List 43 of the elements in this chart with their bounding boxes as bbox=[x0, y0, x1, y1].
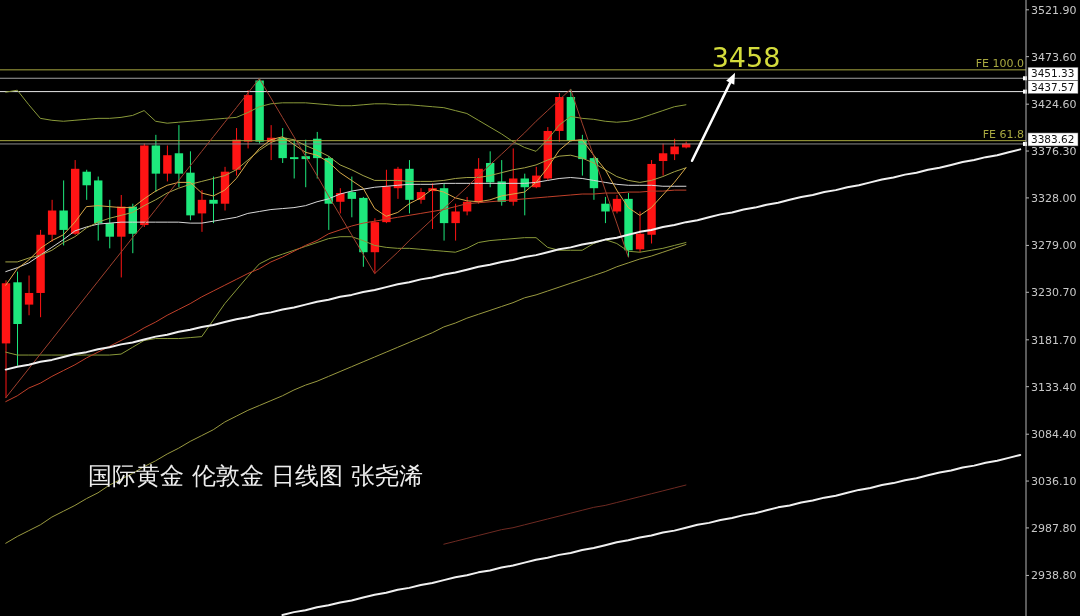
line-series bbox=[5, 236, 687, 356]
candlestick bbox=[24, 275, 34, 316]
y-tick-label: 2987.80 bbox=[1031, 521, 1077, 535]
y-tick-label: 3473.60 bbox=[1031, 50, 1077, 64]
candlestick bbox=[174, 124, 184, 188]
candlestick bbox=[658, 143, 668, 177]
y-tick-label: 3036.10 bbox=[1031, 474, 1077, 488]
candlestick bbox=[197, 189, 207, 233]
ref-line-label: 3437.57 bbox=[1031, 80, 1075, 93]
candlestick bbox=[209, 176, 218, 224]
candlestick bbox=[105, 199, 114, 249]
candlestick bbox=[290, 139, 299, 179]
y-tick-label: 3230.70 bbox=[1031, 286, 1077, 300]
y-tick-label: 3084.40 bbox=[1031, 428, 1077, 442]
candlestick bbox=[670, 138, 679, 161]
candlestick bbox=[163, 145, 172, 182]
line-series bbox=[5, 89, 687, 152]
candlestick bbox=[612, 194, 622, 214]
line-series bbox=[4, 148, 1022, 371]
candlestick bbox=[601, 196, 610, 224]
candlestick bbox=[451, 203, 460, 242]
text: 国际黄金 伦敦金 日线图 张尧浠 bbox=[88, 461, 423, 492]
y-tick-label: 3328.00 bbox=[1031, 191, 1077, 205]
y-tick-label: 3376.30 bbox=[1031, 144, 1077, 158]
candlestick bbox=[347, 176, 357, 218]
y-tick-label: 3279.00 bbox=[1031, 239, 1077, 253]
y-tick-label: 2938.80 bbox=[1031, 569, 1077, 583]
line-series bbox=[443, 484, 687, 545]
annotation: 3458 bbox=[711, 41, 781, 73]
y-tick-label: 3424.60 bbox=[1031, 98, 1077, 112]
ref-line-label: FE 61.8 bbox=[982, 127, 1024, 141]
ref-line-label: 3383.62 bbox=[1031, 132, 1075, 145]
line-series bbox=[5, 136, 687, 286]
candlestick bbox=[82, 169, 91, 201]
candlestick bbox=[59, 179, 68, 246]
y-tick-label: 3133.40 bbox=[1031, 380, 1077, 394]
candlestick bbox=[635, 210, 645, 253]
line-series bbox=[5, 243, 687, 544]
ref-line-label: FE 100.0 bbox=[975, 56, 1024, 70]
ref-line-label: 3451.33 bbox=[1031, 67, 1075, 80]
y-tick-label: 3181.70 bbox=[1031, 333, 1077, 347]
line-series bbox=[5, 78, 629, 399]
y-tick-label: 3521.90 bbox=[1031, 3, 1077, 17]
